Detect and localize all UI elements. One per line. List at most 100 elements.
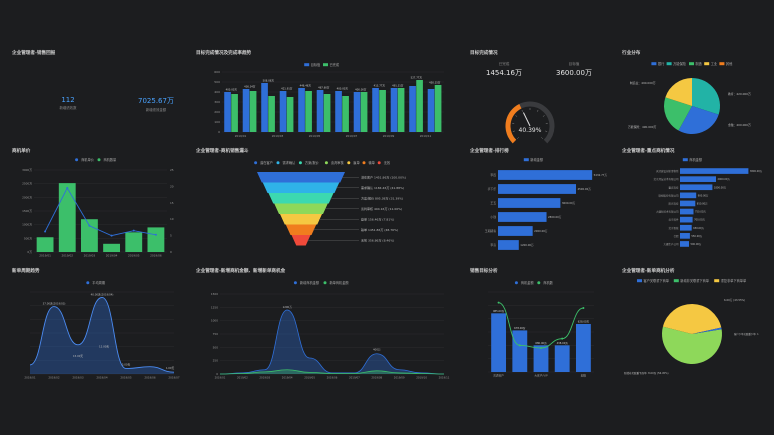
category-label: 李高 (490, 243, 496, 247)
legend-label: 万能保险 (673, 61, 687, 66)
data-label: 5432.77万 (594, 173, 608, 177)
pie-slice (692, 78, 720, 115)
legend-label: 赢单 (353, 160, 360, 165)
x-tick-label: 2019/05 (304, 376, 315, 380)
gauge-tick (521, 109, 523, 112)
category-label: 李四 (490, 173, 496, 177)
bar (335, 91, 342, 132)
funnel-stage (268, 193, 334, 204)
category-label: 王五 (490, 201, 496, 205)
legend-label: 平均周期 (92, 280, 105, 285)
gauge-chart: 40.39% (505, 101, 555, 144)
new-opp-pie-chart: 客户关联重下商单 新增非关联重下商单 重复非单下商单单 6.00万 (43.55%) 客… (624, 278, 759, 375)
cycle-trend-chart: 平均周期 2019/01 2019/02 2019/03 2019/04 2019/05 2… (24, 280, 179, 380)
x-tick-label: 2019/04 (106, 254, 118, 258)
bar (372, 88, 379, 132)
data-label: 467.60万 (318, 86, 330, 90)
legend-swatch (347, 161, 351, 165)
funnel-label: 方案/报价 895.38万 (31.39%) (361, 195, 403, 200)
line-point (154, 233, 157, 236)
pie-slice (662, 326, 722, 364)
bar (224, 92, 231, 132)
category-label: 王期期客 (485, 229, 496, 233)
legend-label: 新增金额 (530, 157, 544, 162)
legend-swatch (637, 279, 642, 283)
annotation: 1.00天 (166, 366, 175, 370)
panel-title: 行业分布 (622, 51, 641, 56)
panel-title: 新单周期趋势 (12, 269, 40, 274)
category-label: 大疆新技术有限公司 (656, 210, 679, 214)
legend-label: 商机金额 (689, 157, 703, 162)
legend-swatch (86, 281, 90, 285)
bar (498, 170, 593, 180)
area-fill (220, 310, 444, 374)
legend-label: 输单 (369, 160, 376, 165)
x-tick-label: 2019/02 (237, 376, 248, 380)
y-tick-label: 300 (214, 100, 220, 104)
bar (323, 94, 331, 132)
bar (498, 240, 519, 250)
bar (680, 184, 713, 191)
legend-swatch (362, 161, 366, 165)
line-point (88, 224, 91, 227)
panel-sales-target: 销售目标分析 商机金额 商机数 985.00万 普通客户 678.00万 680.00万大… (470, 268, 610, 383)
bar (512, 330, 528, 372)
x-tick-label: 2019/08 (371, 376, 382, 380)
category-label: 合肥 (673, 234, 679, 238)
legend-label: 银行 (658, 61, 665, 66)
x-tick-label: 2019/06 (144, 376, 155, 380)
y-tick-label: 750 (213, 332, 219, 336)
funnel-stage (291, 235, 311, 246)
kpi-label: 新增绩效数 (59, 106, 77, 110)
pie-slice (692, 327, 722, 334)
data-label: 413.77万 (374, 84, 386, 88)
data-label: 678.00万 (514, 326, 526, 330)
y2-tick-label: 25 (170, 168, 174, 172)
bar (58, 183, 76, 252)
funnel-stage (257, 172, 345, 183)
pie-slice (664, 97, 692, 131)
bar (390, 88, 398, 132)
slice-label: 制造业：490.000万 (630, 81, 656, 85)
legend-label: 商机单价 (81, 157, 95, 162)
y-tick-label: 1500 (211, 292, 218, 296)
bar (680, 241, 689, 247)
data-label: 400.00万 (226, 88, 238, 92)
bar (680, 208, 694, 215)
panel-target-trend: 目标完成情况及完成率趋势 目标值 已完成 600 500 400 300 200 100 0 20… (196, 50, 450, 145)
legend-label: 目标值 (311, 62, 321, 67)
gauge-tick (512, 130, 515, 132)
panel-cycle-trend: 新单周期趋势 平均周期 2019/01 2019/02 2019/03 2019/04 2… (12, 268, 182, 383)
x-tick-label: 2019/04 (96, 376, 107, 380)
line-point (518, 344, 521, 347)
legend-swatch (293, 281, 297, 285)
kpi-label: 已完成 (498, 62, 510, 66)
slice-label: 万能保险：490.000万 (628, 125, 657, 129)
industry-pie-chart: 银行 万能保险 制造 工业 其他制造业：490.000万教育：420.000万金融：40… (628, 61, 751, 134)
panel-funnel: 企业管理者-商机销售漏斗 潜在客户 需求确认 方案/报价 谈判审核 赢单 输单 无效 潜在客户… (196, 148, 450, 258)
bar (286, 97, 294, 132)
legend-swatch (324, 161, 328, 165)
bar (305, 91, 312, 132)
x-tick-label: 2019/05 (128, 254, 140, 258)
legend-swatch (323, 63, 328, 67)
x-tick-label: 2019/07 (349, 376, 360, 380)
category-label: 小钱 (490, 215, 496, 219)
bar (360, 92, 368, 132)
y-tick-label: 0 (218, 130, 220, 134)
slice-label: 客户下单关联重下单: 1 (734, 332, 759, 336)
legend-swatch (254, 161, 258, 165)
funnel-stage (262, 182, 340, 193)
panel-title: 目标完成情况及完成率趋势 (196, 51, 252, 56)
funnel-label: 赢单 156.46万 (7.81%) (361, 216, 394, 221)
series-line (219, 309, 445, 375)
x-tick-label: 2019/11 (439, 376, 450, 380)
gauge-tick (515, 115, 518, 117)
legend-swatch (714, 279, 720, 283)
gauge-tick (545, 130, 548, 132)
legend-label: 新增非关联重下商单 (680, 278, 709, 283)
category-label: 阳光科技 (668, 201, 679, 205)
x-tick-label: 2019/04 (282, 376, 293, 380)
data-label: 985.00万 (493, 309, 505, 313)
